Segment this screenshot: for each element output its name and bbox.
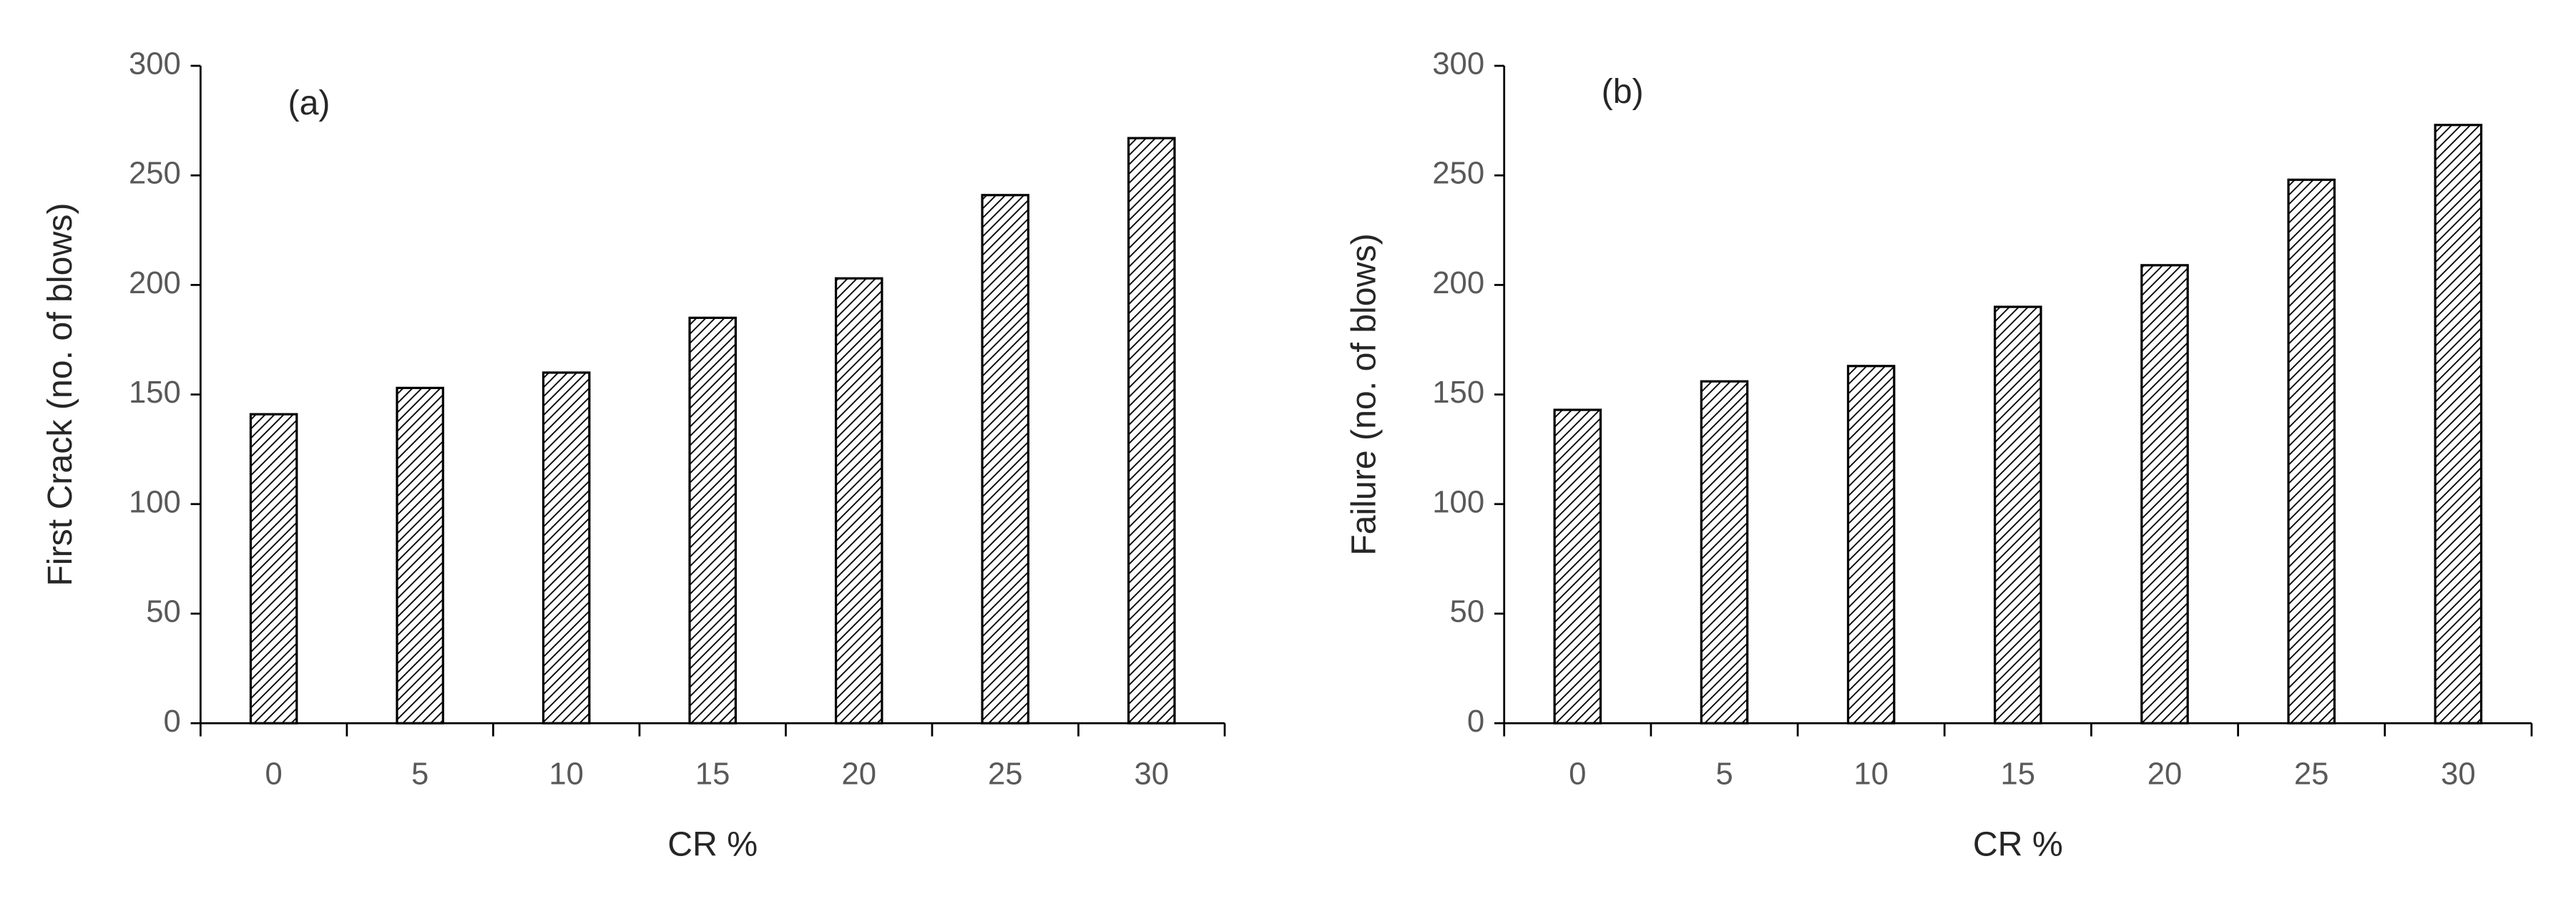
y-tick-label: 250 xyxy=(129,156,181,191)
y-tick-label: 0 xyxy=(1467,704,1484,739)
x-tick-label: 10 xyxy=(549,756,584,791)
y-tick-label: 200 xyxy=(1432,265,1484,300)
bar xyxy=(981,194,1030,724)
y-tick-label: 100 xyxy=(129,484,181,519)
x-axis-title: CR % xyxy=(1973,825,2063,863)
y-axis-title: Failure (no. of blows) xyxy=(1344,233,1383,556)
x-tick-label: 5 xyxy=(411,756,428,791)
x-tick-label: 15 xyxy=(2001,756,2036,791)
x-tick-label: 5 xyxy=(1715,756,1733,791)
bar xyxy=(1846,365,1896,724)
x-tick-label: 20 xyxy=(2148,756,2183,791)
x-tick-label: 30 xyxy=(1134,756,1169,791)
y-tick-label: 300 xyxy=(1432,46,1484,82)
x-tick-label: 10 xyxy=(1853,756,1889,791)
y-tick-label: 150 xyxy=(129,375,181,410)
y-tick-label: 250 xyxy=(1432,156,1484,191)
bar xyxy=(1700,380,1749,724)
x-tick-label: 0 xyxy=(1569,756,1586,791)
bar xyxy=(249,413,298,724)
y-tick-label: 150 xyxy=(1432,375,1484,410)
bar xyxy=(834,277,883,724)
bar xyxy=(688,316,737,724)
annotation: (a) xyxy=(288,84,330,122)
bar xyxy=(2287,178,2336,724)
bar xyxy=(1553,408,1602,724)
x-axis-title: CR % xyxy=(667,825,758,863)
x-tick-label: 25 xyxy=(2294,756,2329,791)
y-tick-label: 50 xyxy=(1450,594,1485,629)
bar xyxy=(2434,124,2483,724)
y-tick-label: 0 xyxy=(164,704,181,739)
x-tick-label: 0 xyxy=(265,756,282,791)
bar xyxy=(1994,305,2042,724)
bar xyxy=(396,386,444,724)
bar xyxy=(2140,264,2189,724)
y-tick-label: 100 xyxy=(1432,484,1484,519)
y-tick-label: 300 xyxy=(129,46,181,82)
y-axis-title: First Crack (no. of blows) xyxy=(41,203,79,586)
bar xyxy=(1127,137,1176,724)
x-tick-label: 20 xyxy=(841,756,876,791)
y-tick-label: 200 xyxy=(129,265,181,300)
x-tick-label: 15 xyxy=(695,756,730,791)
x-tick-label: 25 xyxy=(988,756,1023,791)
bar xyxy=(542,371,591,724)
y-tick-label: 50 xyxy=(146,594,181,629)
x-tick-label: 30 xyxy=(2441,756,2476,791)
annotation: (b) xyxy=(1602,72,1644,111)
